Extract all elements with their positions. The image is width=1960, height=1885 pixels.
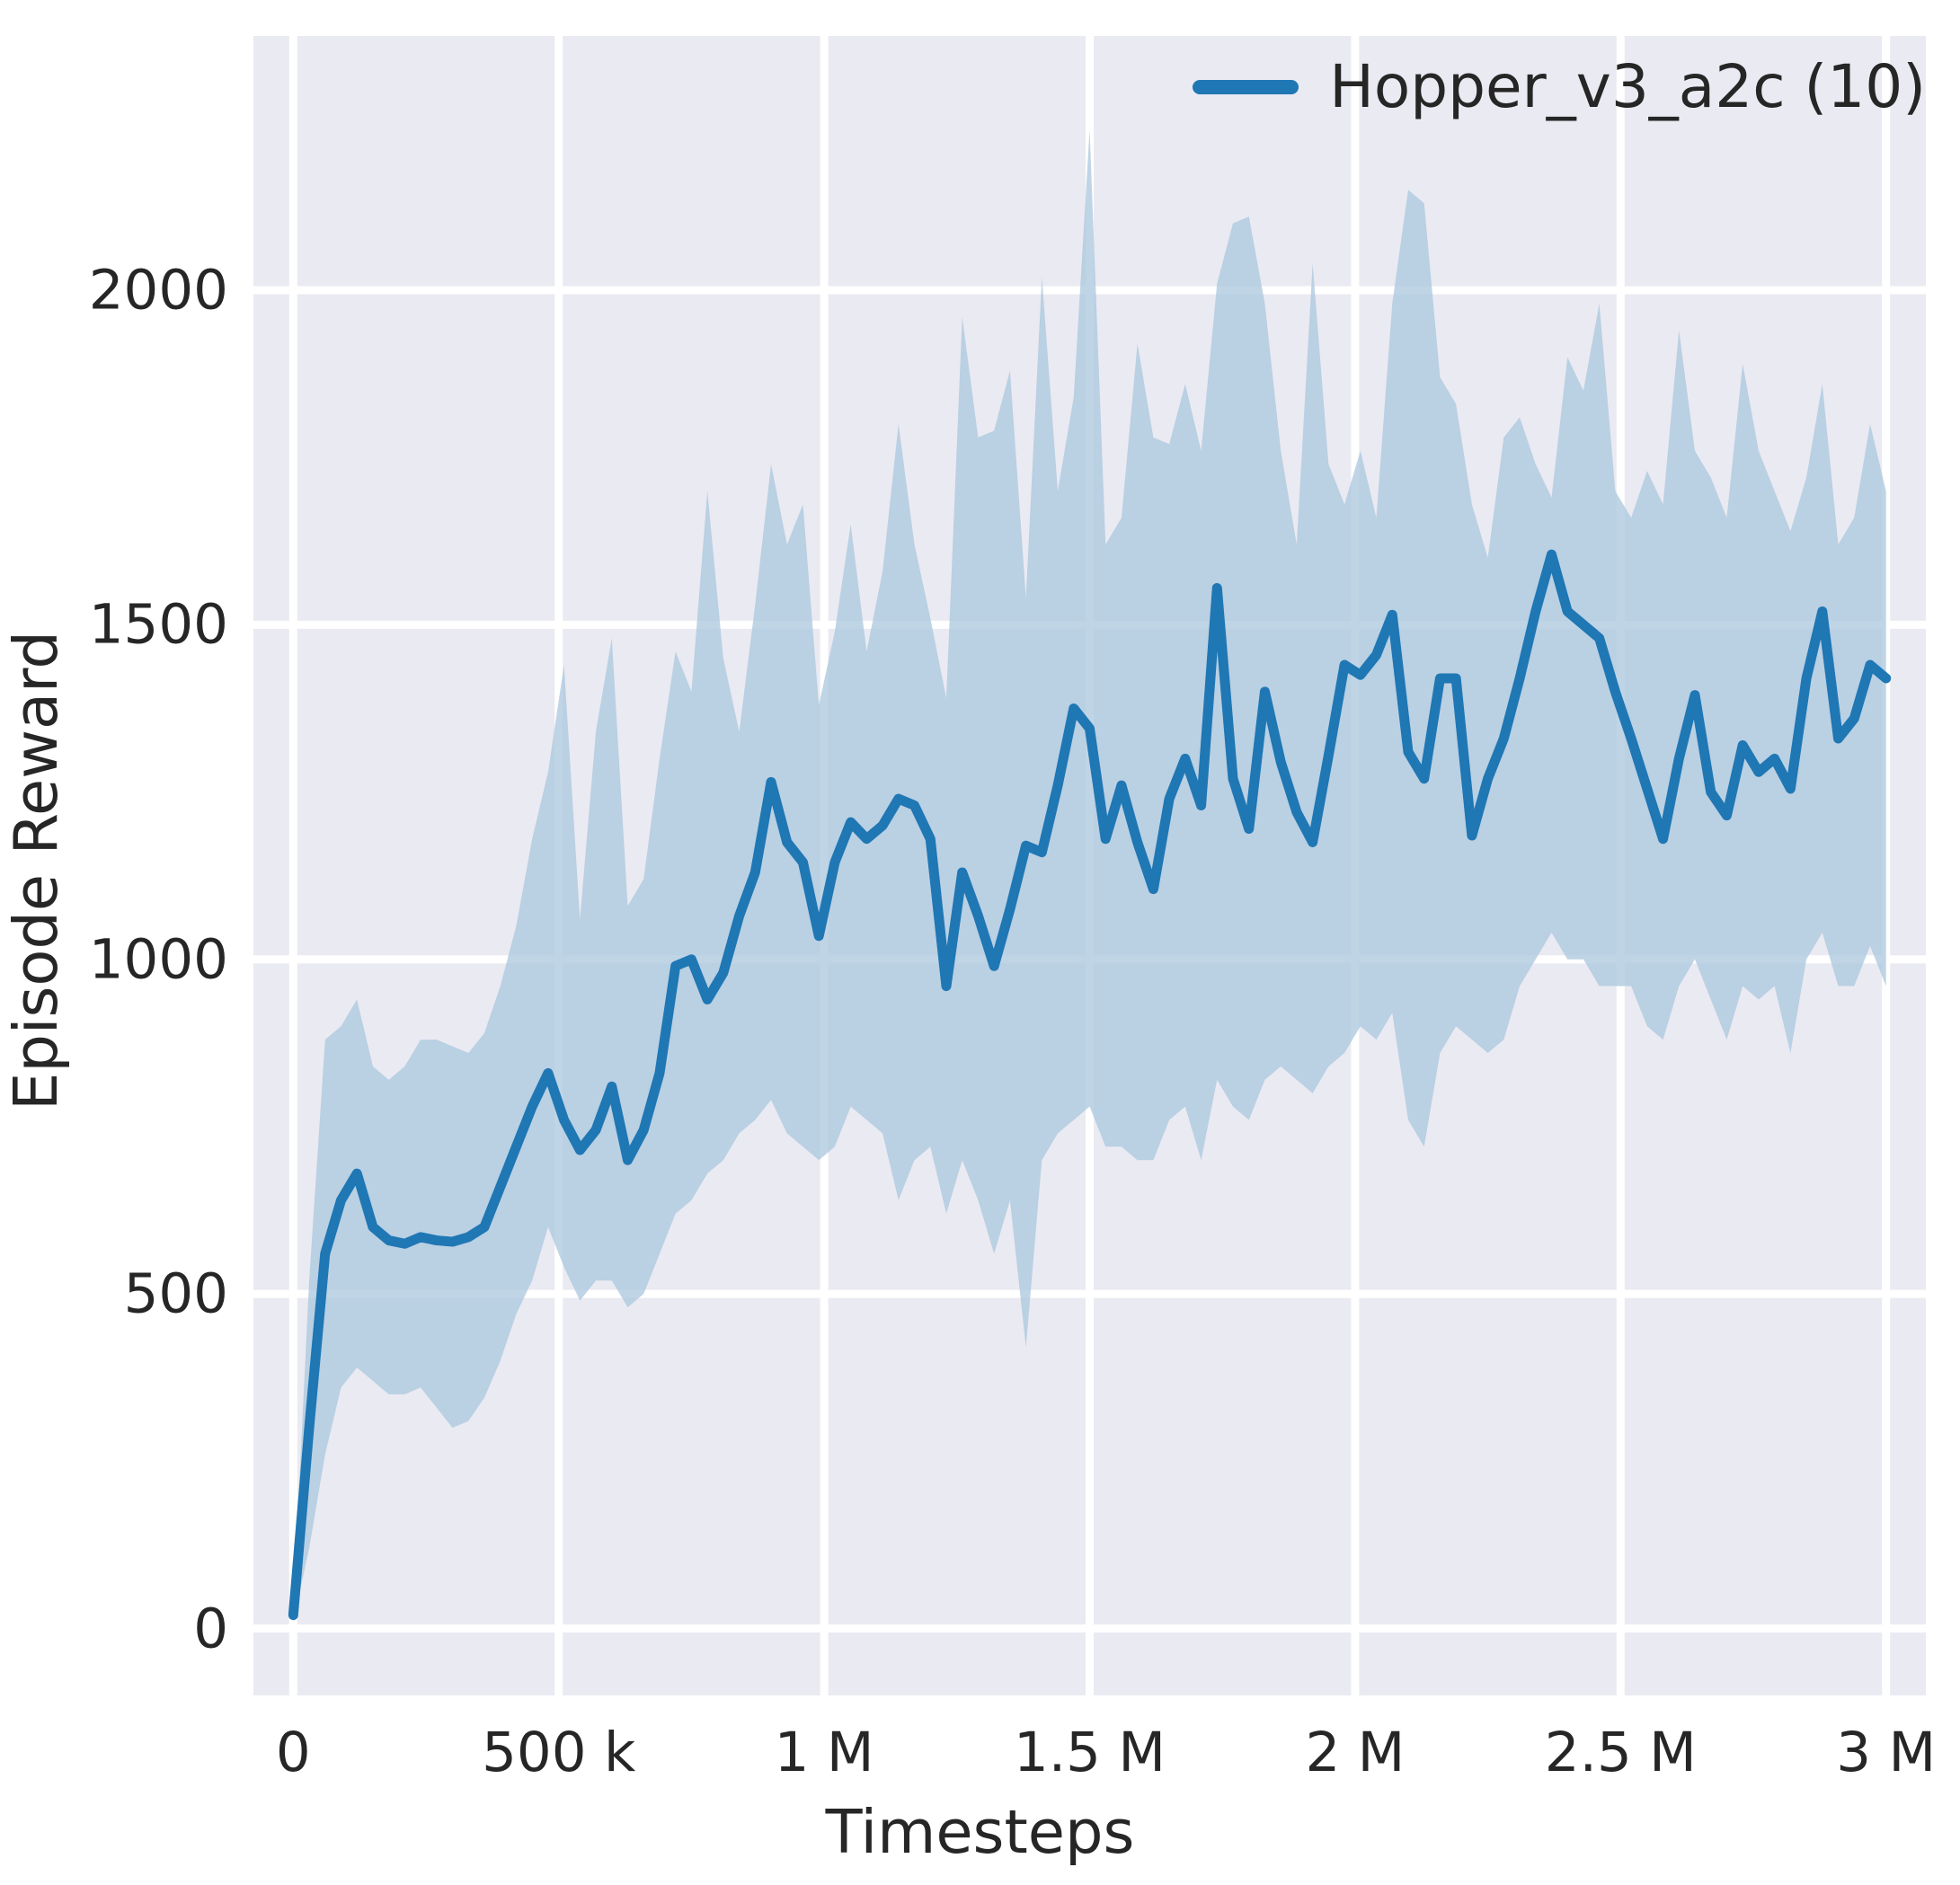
x-tick-label: 2.5 M [1544, 1721, 1697, 1784]
y-axis-title: Episode Reward [1, 631, 71, 1111]
x-tick-label: 1.5 M [1013, 1721, 1166, 1784]
mean-line [288, 549, 1892, 1621]
x-axis-title: Timesteps [825, 1797, 1135, 1867]
x-tick-label: 1 M [774, 1721, 874, 1784]
x-tick-label: 3 M [1836, 1721, 1937, 1784]
x-tick-label: 500 k [482, 1721, 636, 1784]
legend: Hopper_v3_a2c (10) [1193, 52, 1926, 121]
y-tick-label: 2000 [88, 258, 228, 323]
plot-canvas [253, 36, 1926, 1695]
y-tick-label: 500 [123, 1261, 228, 1326]
x-tick-label: 0 [275, 1721, 311, 1784]
x-tick-label: 2 M [1305, 1721, 1406, 1784]
confidence-band [293, 129, 1886, 1623]
plot-area [253, 36, 1926, 1695]
y-tick-label: 0 [193, 1597, 228, 1661]
y-tick-label: 1500 [88, 592, 228, 657]
legend-color-swatch [1193, 79, 1299, 94]
legend-label: Hopper_v3_a2c (10) [1329, 52, 1926, 121]
y-tick-label: 1000 [88, 927, 228, 992]
